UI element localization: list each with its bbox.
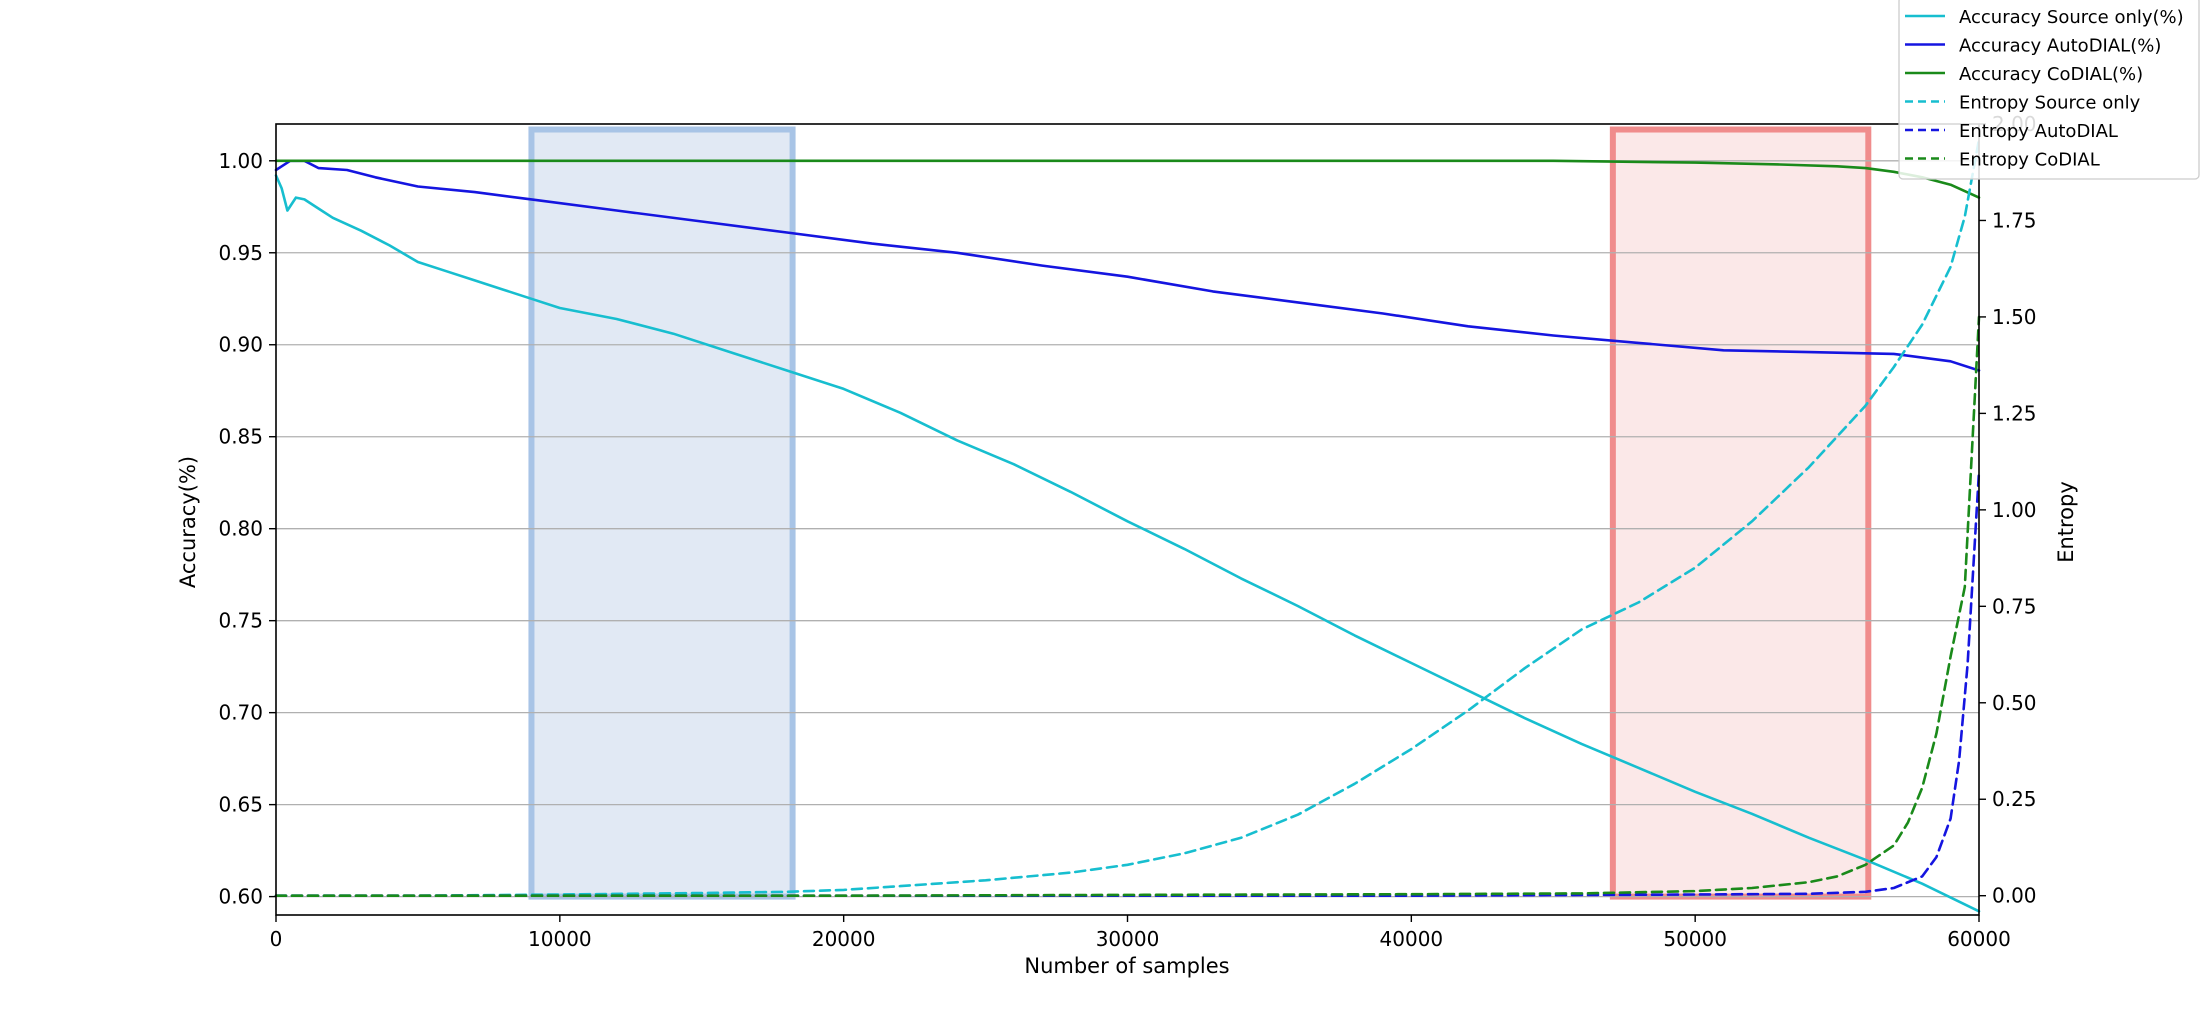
y-right-tick-label: 1.75 <box>1992 208 2037 232</box>
y-right-tick-label: 1.00 <box>1992 498 2037 522</box>
legend-label-5: Entropy AutoDIAL <box>1959 121 2118 142</box>
x-axis-label: Number of samples <box>1024 954 1229 978</box>
x-tick-label: 40000 <box>1380 927 1444 951</box>
legend-label-2: Accuracy AutoDIAL(%) <box>1959 36 2161 57</box>
x-tick-label: 0 <box>270 927 283 951</box>
highlight-region-2 <box>1609 126 1872 900</box>
y-left-tick-label: 0.70 <box>218 701 263 725</box>
y-left-tick-label: 0.80 <box>218 517 263 541</box>
y-axis-label-right: Entropy <box>2054 481 2078 563</box>
y-right-tick-label: 0.00 <box>1992 884 2037 908</box>
y-left-tick-label: 0.95 <box>218 241 263 265</box>
series-line-1 <box>274 174 1981 913</box>
x-tick-label: 50000 <box>1663 927 1727 951</box>
y-axis-label-left: Accuracy(%) <box>176 456 200 588</box>
x-axis: 0 10000 20000 30000 40000 50000 60000 <box>270 915 2011 951</box>
x-tick-label: 60000 <box>1947 927 2011 951</box>
legend-box <box>1898 0 2200 180</box>
y-axis-left: 0.60 0.65 0.70 0.75 0.80 0.85 0.90 0.95 1.00 <box>218 149 276 909</box>
grid <box>276 160 1979 898</box>
y-right-tick-label: 0.50 <box>1992 691 2037 715</box>
y-right-tick-label: 0.25 <box>1992 787 2037 811</box>
legend-label-6: Entropy CoDIAL <box>1959 150 2100 171</box>
y-right-tick-label: 1.25 <box>1992 401 2037 425</box>
series-line-6 <box>274 315 1981 898</box>
legend: Accuracy Source only(%) Accuracy AutoDIAL… <box>1898 0 2200 180</box>
y-left-tick-label: 1.00 <box>218 149 263 173</box>
x-tick-label: 20000 <box>812 927 876 951</box>
y-left-tick-label: 0.65 <box>218 793 263 817</box>
y-right-tick-label: 1.50 <box>1992 305 2037 329</box>
series-line-4 <box>274 138 1981 898</box>
y-left-tick-label: 0.75 <box>218 609 263 633</box>
y-left-tick-label: 0.90 <box>218 333 263 357</box>
legend-label-4: Entropy Source only <box>1959 93 2141 114</box>
y-left-tick-label: 0.60 <box>218 885 263 909</box>
highlight-regions <box>528 126 1872 900</box>
y-right-tick-label: 0.75 <box>1992 594 2037 618</box>
y-axis-right: 0.000.250.500.751.001.251.501.752.00 <box>1979 112 2037 908</box>
x-tick-label: 10000 <box>528 927 592 951</box>
legend-label-1: Accuracy Source only(%) <box>1959 7 2184 28</box>
series-line-2 <box>274 159 1981 372</box>
x-tick-label: 30000 <box>1096 927 1160 951</box>
highlight-region-1 <box>528 126 796 900</box>
legend-label-3: Accuracy CoDIAL(%) <box>1959 64 2143 85</box>
y-left-tick-label: 0.85 <box>218 425 263 449</box>
